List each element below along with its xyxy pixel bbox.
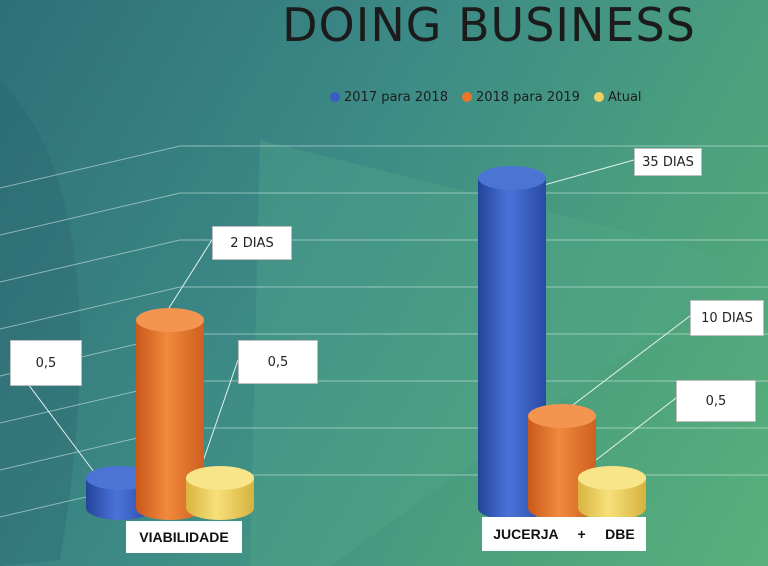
legend-swatch-2017	[330, 92, 340, 102]
bg-decoration	[0, 80, 80, 566]
bar-body-0-2	[186, 478, 254, 520]
bar-top-1-2	[578, 466, 646, 490]
bar-0-1	[136, 308, 204, 520]
bar-top-0-2	[186, 466, 254, 490]
bar-top-0-1	[136, 308, 204, 332]
gridline	[0, 239, 768, 283]
legend-item-2017: 2017 para 2018	[330, 88, 448, 106]
legend-label-2017: 2017 para 2018	[344, 89, 448, 105]
legend-label-atual: Atual	[607, 89, 642, 105]
bar-1-2	[578, 466, 646, 520]
leader-line-2	[199, 359, 239, 471]
chart-title: DOING BUSINESS	[282, 0, 696, 52]
gridline	[0, 192, 768, 236]
bar-top-1-1	[528, 404, 596, 428]
gridline	[0, 286, 768, 330]
legend-label-2018: 2018 para 2019	[475, 89, 580, 105]
bar-top-1-0	[478, 166, 546, 190]
leader-line-5	[595, 397, 677, 461]
data-label-viabilidade-atual: 0,5	[238, 340, 318, 384]
data-label-viabilidade-2017: 0,5	[10, 340, 82, 386]
category-label-jucerja-dbe: JUCERJA + DBE	[482, 517, 646, 551]
data-label-jucerja-atual: 0,5	[676, 380, 756, 422]
bar-body-0-1	[136, 320, 204, 520]
gridline	[0, 145, 768, 189]
legend-swatch-2018	[461, 92, 472, 102]
bar-0-2	[186, 466, 254, 520]
bar-body-1-2	[578, 478, 646, 520]
data-label-jucerja-2018: 10 DIAS	[690, 300, 764, 336]
data-label-jucerja-2017: 35 DIAS	[634, 148, 702, 176]
legend-swatch-atual	[593, 92, 604, 102]
legend: 2017 para 2018 2018 para 2019 Atual	[330, 88, 642, 106]
category-label-viabilidade: VIABILIDADE	[126, 521, 242, 553]
data-label-viabilidade-2018: 2 DIAS	[212, 226, 292, 260]
legend-item-atual: Atual	[593, 88, 642, 106]
legend-item-2018: 2018 para 2019	[461, 88, 580, 106]
